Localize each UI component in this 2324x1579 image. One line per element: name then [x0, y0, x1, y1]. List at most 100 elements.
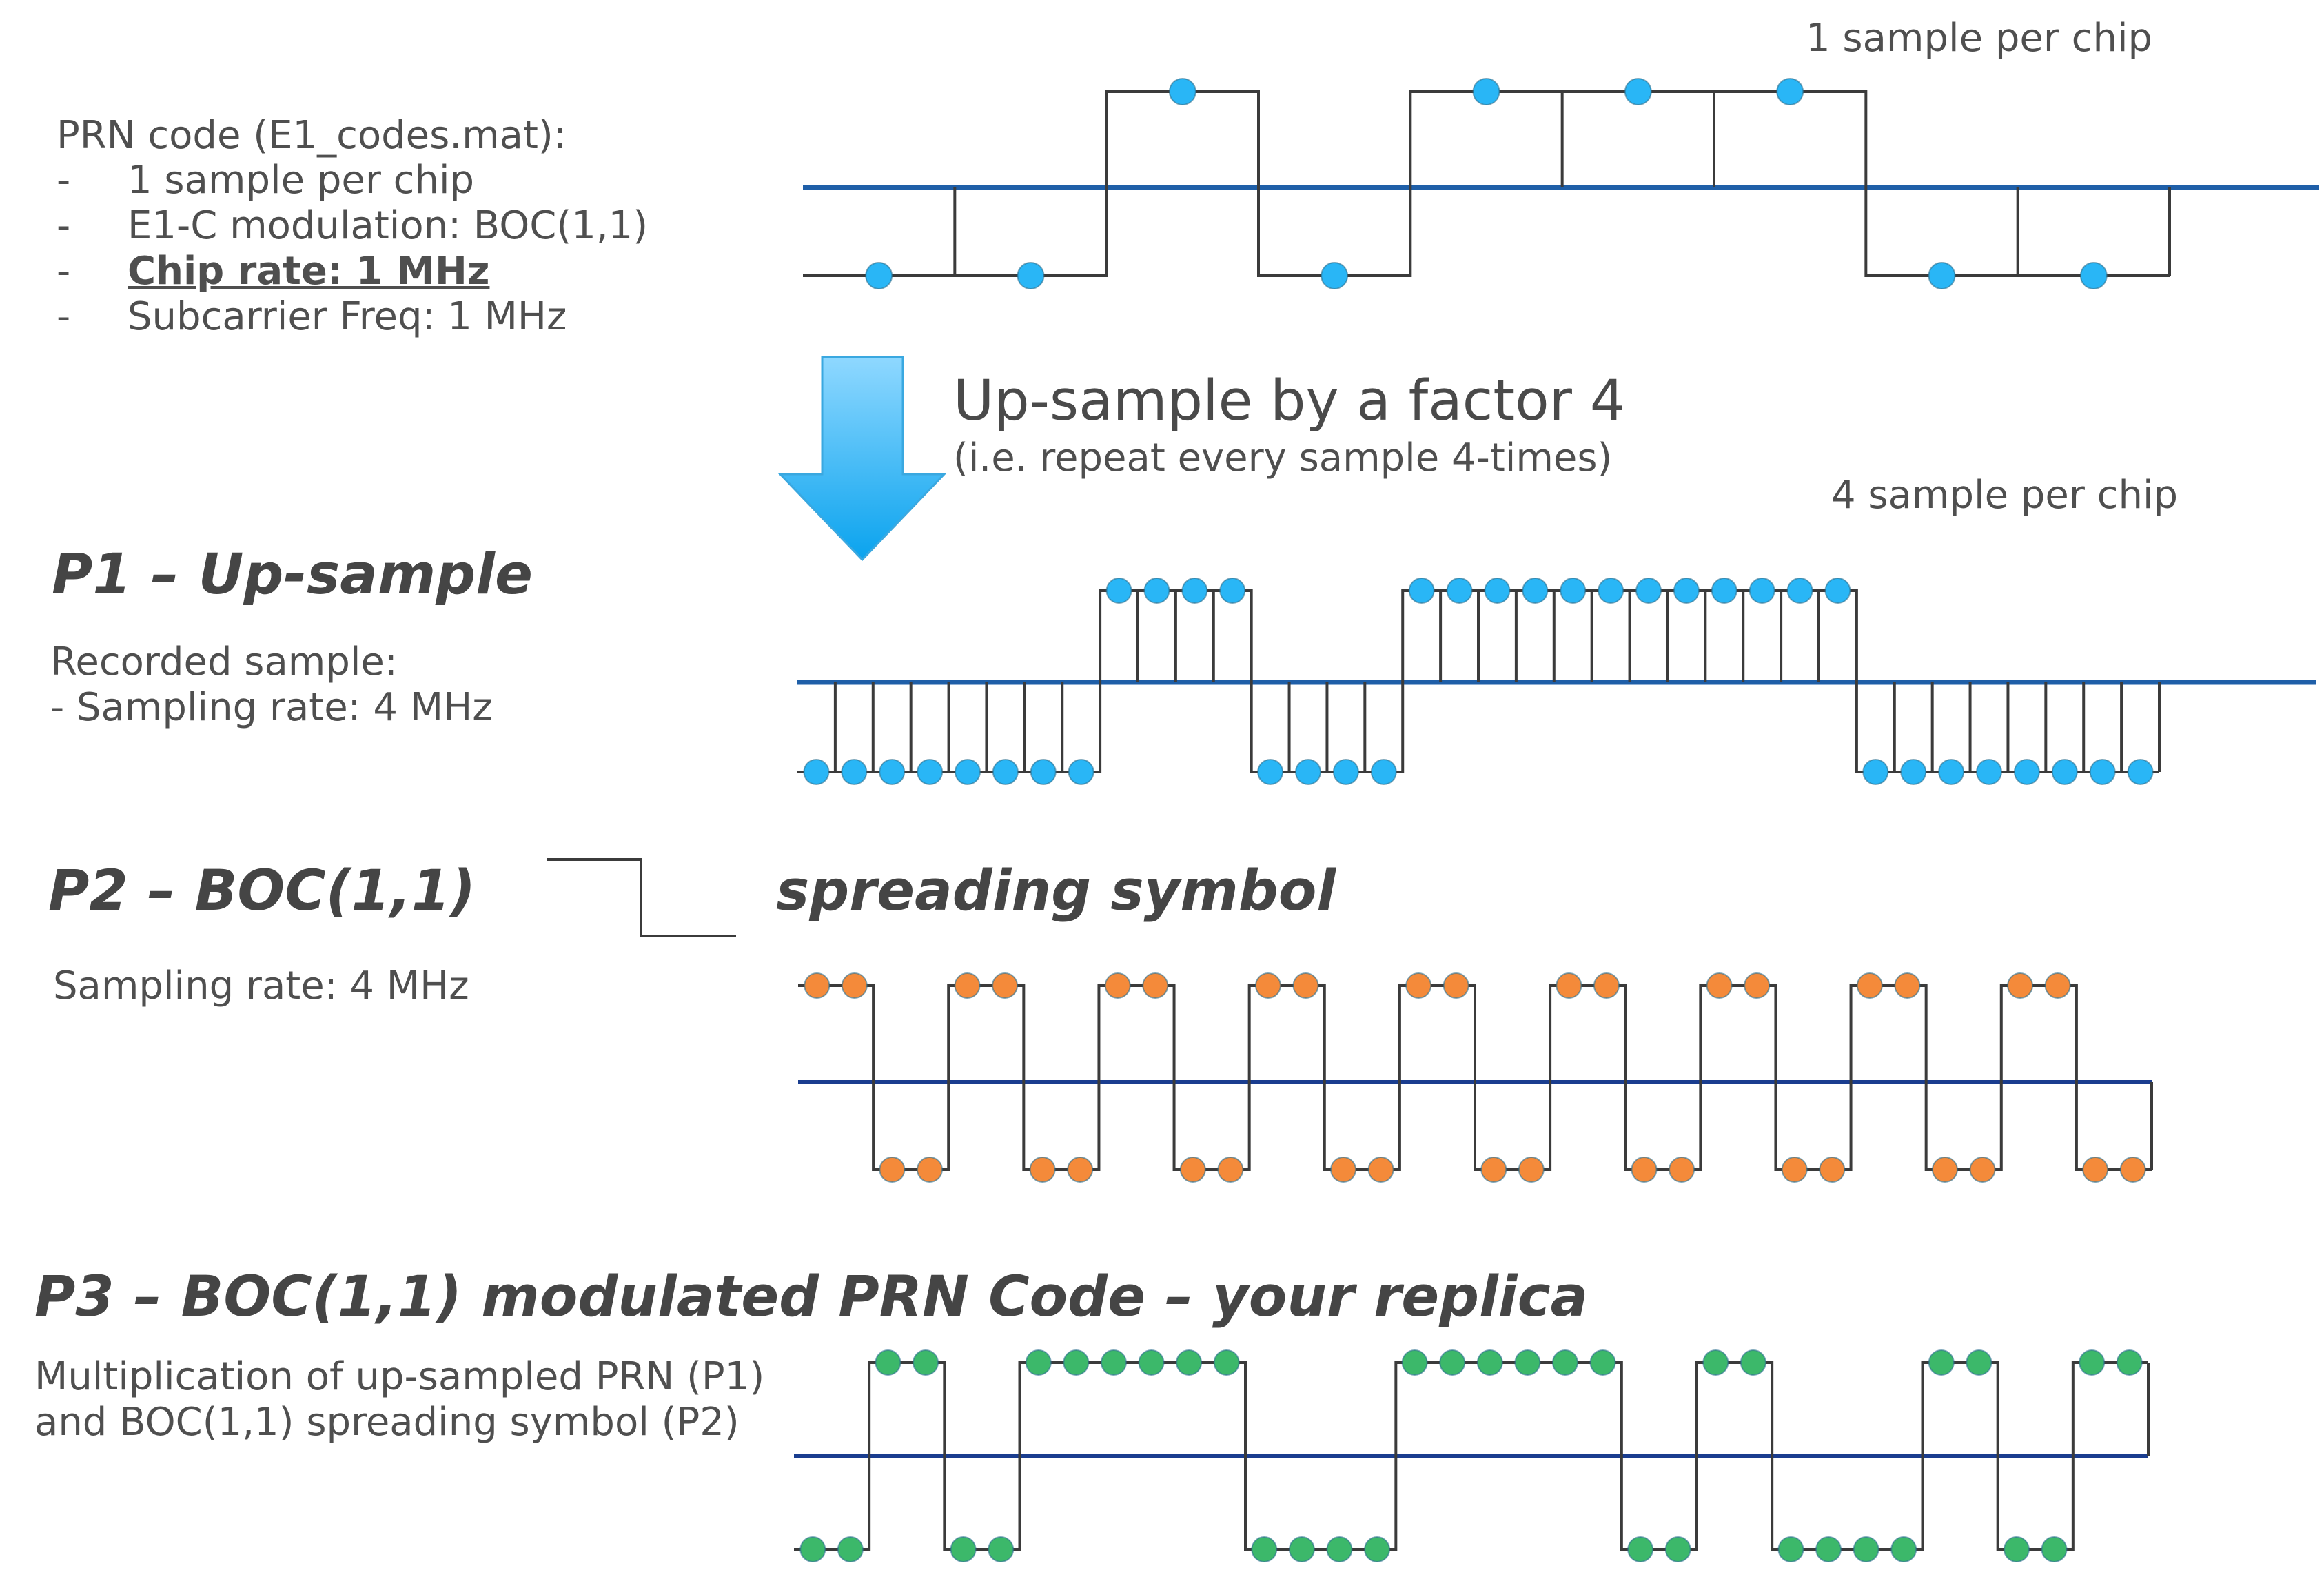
- boc-sample-point: [1142, 972, 1169, 999]
- replica-sample-point: [1966, 1349, 1992, 1376]
- upsampled-sample-point: [1370, 759, 1397, 785]
- boc-sample-point: [1518, 1157, 1545, 1183]
- p2-heading-suffix: spreading symbol: [776, 859, 1336, 924]
- replica-sample-point: [1928, 1349, 1955, 1376]
- prn-box-item: - Subcarrier Freq: 1 MHz: [57, 294, 677, 340]
- upsampled-sample-point: [1181, 578, 1208, 604]
- replica-sample-point: [1702, 1349, 1729, 1376]
- boc-sample-point: [916, 1157, 943, 1183]
- p2-note: Sampling rate: 4 MHz: [53, 964, 469, 1008]
- boc-sample-point: [841, 972, 868, 999]
- replica-sample-point: [1853, 1536, 1879, 1562]
- replica-sample-point: [950, 1536, 977, 1562]
- p3-note-line2: and BOC(1,1) spreading symbol (P2): [34, 1400, 740, 1445]
- p1-note-line1: Recorded sample:: [50, 640, 398, 684]
- upsampled-sample-point: [1711, 578, 1737, 604]
- replica-sample-point: [1025, 1349, 1052, 1376]
- boc-sample-point: [1480, 1157, 1507, 1183]
- prn-sample-point: [1017, 262, 1045, 289]
- replica-sample-point: [1326, 1536, 1353, 1562]
- upsampled-sample-point: [1484, 578, 1511, 604]
- boc-sample-point: [1443, 972, 1469, 999]
- replica-sample-point: [2041, 1536, 2068, 1562]
- prn-sample-point: [865, 262, 893, 289]
- replica-sample-point: [837, 1536, 864, 1562]
- upsampled-sample-point: [1635, 578, 1662, 604]
- replica-sample-point: [1439, 1349, 1466, 1376]
- boc-sample-point: [2007, 972, 2034, 999]
- upsampled-sample-point: [1295, 759, 1321, 785]
- prn-box-item-text: E1-C modulation: BOC(1,1): [128, 203, 649, 248]
- bullet: -: [57, 294, 71, 339]
- boc-sample-point: [2119, 1157, 2146, 1183]
- replica-sample-point: [1815, 1536, 1842, 1562]
- upsampled-sample-point: [1143, 578, 1170, 604]
- boc-sample-point: [1330, 1157, 1357, 1183]
- boc-sample-point: [1894, 972, 1921, 999]
- upsampled-sample-point: [1068, 759, 1094, 785]
- boc-sample-point: [1819, 1157, 1846, 1183]
- upsample-arrow: [777, 356, 947, 562]
- replica-sample-point: [2116, 1349, 2143, 1376]
- upsampled-sample-point: [1257, 759, 1284, 785]
- replica-sample-point: [1740, 1349, 1766, 1376]
- boc-sample-point: [1856, 972, 1883, 999]
- upsampled-sample-point: [1673, 578, 1700, 604]
- prn-box-item: - Chip rate: 1 MHz: [57, 249, 677, 294]
- prn-sample-point: [2079, 262, 2108, 289]
- boc-sample-point: [1556, 972, 1582, 999]
- upsampled-sample-point: [1786, 578, 1813, 604]
- upsampled-sample-point: [1030, 759, 1057, 785]
- replica-sample-point: [988, 1536, 1015, 1562]
- p3-note-line1: Multiplication of up-sampled PRN (P1): [34, 1354, 765, 1399]
- boc-sample-point: [1405, 972, 1432, 999]
- upsample-subtitle: (i.e. repeat every sample 4-times): [953, 436, 1613, 480]
- boc-sample-point: [1969, 1157, 1996, 1183]
- prn-sample-point: [1472, 78, 1500, 105]
- boc-symbol-glyph: [547, 858, 736, 937]
- replica-sample-point: [1213, 1349, 1240, 1376]
- upsampled-sample-point: [879, 759, 906, 785]
- boc-sample-point: [1217, 1157, 1244, 1183]
- bullet: -: [57, 158, 71, 203]
- upsampled-sample-point: [2127, 759, 2154, 785]
- replica-sample-point: [1514, 1349, 1541, 1376]
- replica-sample-point: [1589, 1349, 1616, 1376]
- replica-sample-point: [1890, 1536, 1917, 1562]
- replica-sample-point: [1664, 1536, 1691, 1562]
- replica-sample-point: [1100, 1349, 1127, 1376]
- upsampled-sample-point: [1522, 578, 1549, 604]
- boc-sample-point: [1179, 1157, 1206, 1183]
- boc-sample-point: [1254, 972, 1281, 999]
- upsampled-sample-point: [2013, 759, 2040, 785]
- replica-sample-point: [1364, 1536, 1391, 1562]
- boc-sample-point: [804, 972, 830, 999]
- boc-sample-point: [954, 972, 981, 999]
- boc-sample-point: [2044, 972, 2071, 999]
- prn-waveform: [803, 78, 2319, 289]
- replica-sample-point: [799, 1536, 826, 1562]
- boc-sample-point: [1631, 1157, 1658, 1183]
- upsampled-sample-point: [1219, 578, 1246, 604]
- bullet: -: [57, 249, 71, 294]
- upsampled-sample-point: [1862, 759, 1889, 785]
- boc-sample-point: [2082, 1157, 2109, 1183]
- prn-box-title: PRN code (E1_codes.mat):: [57, 113, 567, 158]
- upsampled-sample-point: [1105, 578, 1132, 604]
- replica-sample-point: [1251, 1536, 1278, 1562]
- top-plot-caption: 1 sample per chip: [1806, 16, 2153, 61]
- prn-sample-point: [1168, 78, 1196, 105]
- p1-heading: P1 – Up-sample: [52, 542, 533, 607]
- upsampled-sample-point: [1824, 578, 1851, 604]
- upsampled-sample-point: [1598, 578, 1624, 604]
- boc-sample-point: [1104, 972, 1131, 999]
- upsampled-sample-point: [1749, 578, 1775, 604]
- upsample-title: Up-sample by a factor 4: [953, 369, 1626, 434]
- boc-sample-point: [1706, 972, 1733, 999]
- replica-sample-point: [2079, 1349, 2106, 1376]
- upsampled-sample-point: [992, 759, 1019, 785]
- upsampled-sample-point: [1408, 578, 1435, 604]
- replica-sample-point: [1401, 1349, 1428, 1376]
- upsampled-sample-point: [1560, 578, 1587, 604]
